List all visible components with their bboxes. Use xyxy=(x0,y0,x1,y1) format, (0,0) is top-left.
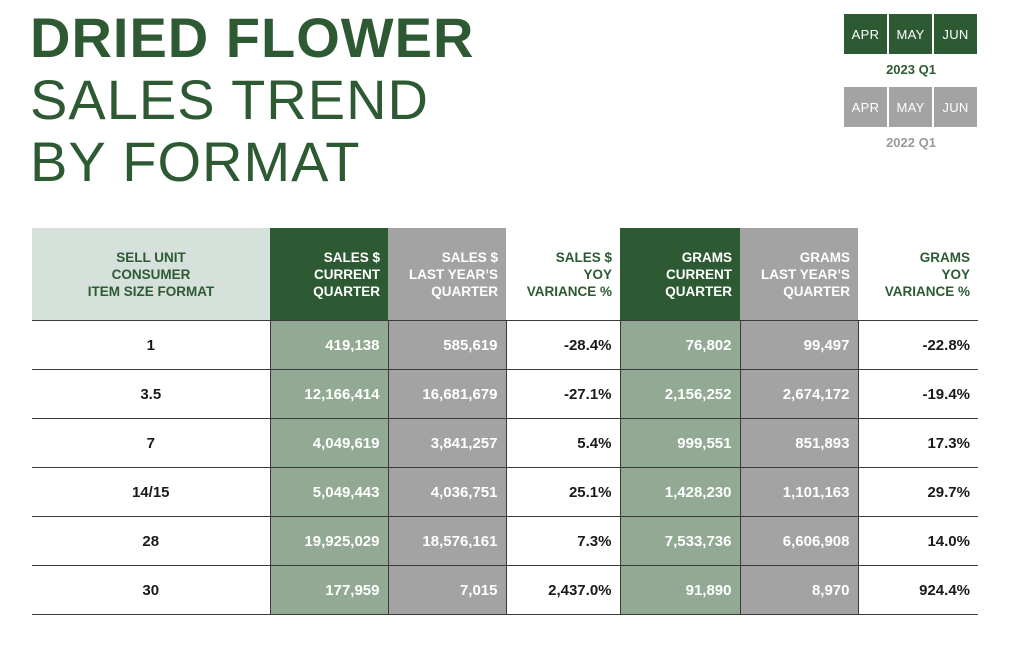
cell-grams-current: 91,890 xyxy=(619,565,741,615)
table-row: 14/15 5,049,443 4,036,751 25.1% 1,428,23… xyxy=(32,467,978,517)
cell-sales-current: 19,925,029 xyxy=(269,516,389,566)
cell-grams-variance: 17.3% xyxy=(858,418,978,468)
cell-grams-current: 2,156,252 xyxy=(619,369,741,419)
header-line: ITEM SIZE FORMAT xyxy=(87,283,215,299)
header-sales-current: SALES $ CURRENT QUARTER xyxy=(270,228,388,321)
header-line: LAST YEAR’S xyxy=(408,266,498,282)
legend-current-month: JUN xyxy=(934,14,977,54)
header-line: QUARTER xyxy=(783,283,850,299)
cell-sales-last-year: 7,015 xyxy=(388,565,507,615)
cell-grams-current: 7,533,736 xyxy=(619,516,741,566)
header-line: LAST YEAR’S xyxy=(760,266,850,282)
cell-sales-last-year: 18,576,161 xyxy=(388,516,507,566)
header-line: QUARTER xyxy=(313,283,380,299)
cell-grams-current: 999,551 xyxy=(619,418,741,468)
legend-current-month: MAY xyxy=(889,14,932,54)
page-title: DRIED FLOWER SALES TREND BY FORMAT xyxy=(30,10,474,196)
header-line: SELL UNIT xyxy=(116,249,186,265)
title-line-2: SALES TREND xyxy=(30,68,429,131)
cell-sales-variance: 2,437.0% xyxy=(506,565,620,615)
table-row: 28 19,925,029 18,576,161 7.3% 7,533,736 … xyxy=(32,516,978,566)
cell-grams-last-year: 851,893 xyxy=(740,418,859,468)
header-line: VARIANCE % xyxy=(884,283,970,299)
title-line-3: BY FORMAT xyxy=(30,130,361,193)
header-line: QUARTER xyxy=(665,283,732,299)
table-row: 30 177,959 7,015 2,437.0% 91,890 8,970 9… xyxy=(32,565,978,615)
header-line: GRAMS xyxy=(919,249,970,265)
legend-current-months: APR MAY JUN xyxy=(844,14,978,54)
cell-grams-last-year: 1,101,163 xyxy=(740,467,859,517)
legend-previous-month: APR xyxy=(844,87,887,127)
title-line-1: DRIED FLOWER xyxy=(30,6,475,69)
header-line: GRAMS xyxy=(681,249,732,265)
cell-grams-variance: -22.8% xyxy=(858,320,978,370)
header-grams-last-year: GRAMS LAST YEAR’S QUARTER xyxy=(740,228,858,321)
header-line: YOY xyxy=(941,266,970,282)
cell-sales-current: 5,049,443 xyxy=(269,467,389,517)
cell-grams-variance: 14.0% xyxy=(858,516,978,566)
legend-previous-months: APR MAY JUN xyxy=(844,87,978,127)
cell-sales-last-year: 16,681,679 xyxy=(388,369,507,419)
header-grams-current: GRAMS CURRENT QUARTER xyxy=(620,228,740,321)
header-line: CONSUMER xyxy=(111,266,191,282)
legend-previous-month: MAY xyxy=(889,87,932,127)
cell-grams-last-year: 99,497 xyxy=(740,320,859,370)
header-line: QUARTER xyxy=(431,283,498,299)
cell-sales-variance: -28.4% xyxy=(506,320,620,370)
cell-sell-unit: 1 xyxy=(32,320,270,370)
header-line: CURRENT xyxy=(666,266,732,282)
header-line: SALES $ xyxy=(555,249,612,265)
header-sell-unit: SELL UNIT CONSUMER ITEM SIZE FORMAT xyxy=(32,228,270,321)
header-line: GRAMS xyxy=(799,249,850,265)
header-line: SALES $ xyxy=(323,249,380,265)
header-line: SALES $ xyxy=(441,249,498,265)
cell-grams-current: 76,802 xyxy=(619,320,741,370)
cell-grams-last-year: 2,674,172 xyxy=(740,369,859,419)
header-line: CURRENT xyxy=(314,266,380,282)
cell-sales-variance: 25.1% xyxy=(506,467,620,517)
table-row: 1 419,138 585,619 -28.4% 76,802 99,497 -… xyxy=(32,320,978,370)
cell-sell-unit: 3.5 xyxy=(32,369,270,419)
header-sales-last-year: SALES $ LAST YEAR’S QUARTER xyxy=(388,228,506,321)
cell-sales-last-year: 585,619 xyxy=(388,320,507,370)
cell-sales-variance: -27.1% xyxy=(506,369,620,419)
cell-grams-variance: 29.7% xyxy=(858,467,978,517)
cell-grams-variance: -19.4% xyxy=(858,369,978,419)
header-line: VARIANCE % xyxy=(526,283,612,299)
sales-trend-table: SELL UNIT CONSUMER ITEM SIZE FORMAT SALE… xyxy=(32,228,978,615)
quarter-legend: APR MAY JUN 2023 Q1 APR MAY JUN 2022 Q1 xyxy=(844,14,978,160)
table-header-row: SELL UNIT CONSUMER ITEM SIZE FORMAT SALE… xyxy=(32,228,978,321)
table-row: 7 4,049,619 3,841,257 5.4% 999,551 851,8… xyxy=(32,418,978,468)
legend-previous-month: JUN xyxy=(934,87,977,127)
cell-sales-current: 12,166,414 xyxy=(269,369,389,419)
cell-sales-current: 177,959 xyxy=(269,565,389,615)
cell-sell-unit: 14/15 xyxy=(32,467,270,517)
cell-grams-last-year: 8,970 xyxy=(740,565,859,615)
cell-grams-current: 1,428,230 xyxy=(619,467,741,517)
cell-sales-last-year: 3,841,257 xyxy=(388,418,507,468)
header-grams-variance: GRAMS YOY VARIANCE % xyxy=(858,228,978,321)
table-row: 3.5 12,166,414 16,681,679 -27.1% 2,156,2… xyxy=(32,369,978,419)
cell-grams-variance: 924.4% xyxy=(858,565,978,615)
header-sales-variance: SALES $ YOY VARIANCE % xyxy=(506,228,620,321)
cell-grams-last-year: 6,606,908 xyxy=(740,516,859,566)
cell-sell-unit: 30 xyxy=(32,565,270,615)
cell-sell-unit: 7 xyxy=(32,418,270,468)
cell-sales-last-year: 4,036,751 xyxy=(388,467,507,517)
cell-sales-current: 4,049,619 xyxy=(269,418,389,468)
header-line: YOY xyxy=(583,266,612,282)
legend-previous-label: 2022 Q1 xyxy=(886,135,936,150)
cell-sell-unit: 28 xyxy=(32,516,270,566)
legend-current-month: APR xyxy=(844,14,887,54)
cell-sales-current: 419,138 xyxy=(269,320,389,370)
cell-sales-variance: 7.3% xyxy=(506,516,620,566)
cell-sales-variance: 5.4% xyxy=(506,418,620,468)
legend-current-label: 2023 Q1 xyxy=(886,62,936,77)
